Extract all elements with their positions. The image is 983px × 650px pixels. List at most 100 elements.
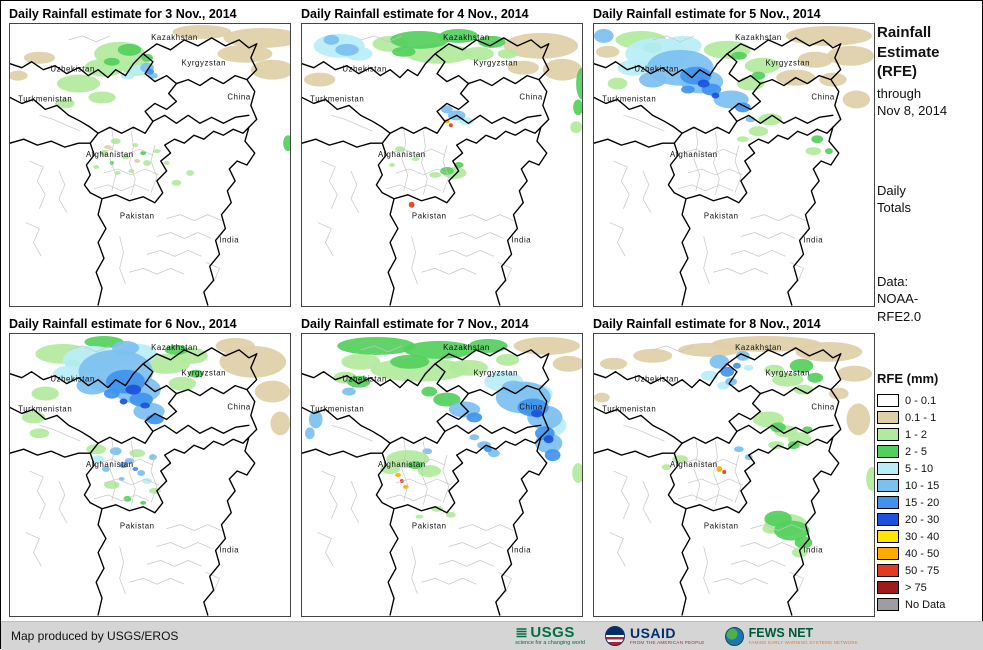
country-label: Uzbekistan bbox=[634, 375, 679, 384]
map-panel-nov6: Daily Rainfall estimate for 6 Nov., 2014… bbox=[9, 315, 292, 617]
country-label: Pakistan bbox=[704, 522, 739, 531]
country-label: China bbox=[519, 402, 542, 411]
legend-swatch bbox=[877, 428, 899, 442]
usgs-bars-icon: ≣ bbox=[515, 624, 529, 642]
legend-item: 0 - 0.1 bbox=[877, 392, 979, 409]
country-label: Turkmenistan bbox=[18, 94, 72, 103]
legend-title: RFE (mm) bbox=[877, 371, 939, 387]
country-label: Pakistan bbox=[120, 212, 155, 221]
legend-label: 0.1 - 1 bbox=[905, 411, 937, 424]
map-panel-nov7: Daily Rainfall estimate for 7 Nov., 2014… bbox=[301, 315, 584, 617]
legend-label: 20 - 30 bbox=[905, 513, 940, 526]
legend-item: No Data bbox=[877, 596, 979, 613]
footer: Map produced by USGS/EROS ≣ USGS science … bbox=[1, 621, 983, 650]
legend-item: 30 - 40 bbox=[877, 528, 979, 545]
usgs-tagline: science for a changing world bbox=[515, 640, 585, 647]
country-label: India bbox=[219, 235, 239, 244]
footer-logos: ≣ USGS science for a changing world USAID… bbox=[515, 625, 858, 647]
legend-label: 0 - 0.1 bbox=[905, 394, 937, 407]
panel-title: Daily Rainfall estimate for 4 Nov., 2014 bbox=[301, 7, 529, 21]
legend-swatch bbox=[877, 581, 899, 595]
legend-item: 20 - 30 bbox=[877, 511, 979, 528]
country-label: India bbox=[511, 545, 531, 554]
country-label: Pakistan bbox=[412, 212, 447, 221]
country-label: Uzbekistan bbox=[342, 375, 387, 384]
legend: RFE (mm) 0 - 0.1 0.1 - 1 1 - 2 2 - 5 5 - 10 1… bbox=[877, 371, 979, 613]
country-label: Pakistan bbox=[412, 522, 447, 531]
panel-title: Daily Rainfall estimate for 6 Nov., 2014 bbox=[9, 317, 237, 331]
legend-swatch bbox=[877, 479, 899, 493]
legend-swatch bbox=[877, 513, 899, 527]
legend-label: 2 - 5 bbox=[905, 445, 928, 458]
legend-swatch bbox=[877, 598, 899, 612]
country-label: China bbox=[227, 402, 250, 411]
country-label: Afghanistan bbox=[670, 460, 718, 469]
country-label: India bbox=[219, 545, 239, 554]
sidebar-daily-totals: Daily Totals bbox=[877, 182, 911, 216]
usgs-logo: ≣ USGS science for a changing world bbox=[515, 625, 585, 647]
country-label: Kyrgyzstan bbox=[182, 59, 227, 68]
country-label: Turkmenistan bbox=[602, 94, 656, 103]
legend-swatch bbox=[877, 547, 899, 561]
country-label: Kazakhstan bbox=[735, 343, 782, 352]
rainfall-map-nov7: Kazakhstan Uzbekistan Kyrgyzstan Turkmenist… bbox=[301, 333, 583, 617]
fewsnet-logo-text: FEWS NET bbox=[748, 626, 814, 640]
country-label: Afghanistan bbox=[86, 460, 134, 469]
legend-label: 40 - 50 bbox=[905, 547, 940, 560]
panel-title: Daily Rainfall estimate for 8 Nov., 2014 bbox=[593, 317, 821, 331]
rainfall-map-nov3: Kazakhstan Uzbekistan Kyrgyzstan Turkmenist… bbox=[9, 23, 291, 307]
globe-icon bbox=[724, 626, 744, 646]
legend-swatch bbox=[877, 496, 899, 510]
map-credit: Map produced by USGS/EROS bbox=[11, 629, 179, 643]
country-label: Turkmenistan bbox=[602, 404, 656, 413]
map-panel-nov4: Daily Rainfall estimate for 4 Nov., 2014… bbox=[301, 5, 584, 307]
legend-item: 40 - 50 bbox=[877, 545, 979, 562]
country-label: India bbox=[511, 235, 531, 244]
country-label: Afghanistan bbox=[378, 150, 426, 159]
country-label: Uzbekistan bbox=[50, 65, 95, 74]
country-label: Afghanistan bbox=[378, 460, 426, 469]
usaid-seal-icon bbox=[604, 626, 625, 646]
country-label: Uzbekistan bbox=[634, 65, 679, 74]
legend-item: 2 - 5 bbox=[877, 443, 979, 460]
country-label: Afghanistan bbox=[86, 150, 134, 159]
country-label: China bbox=[811, 402, 834, 411]
legend-label: 5 - 10 bbox=[905, 462, 934, 475]
fewsnet-logo: FEWS NET FAMINE EARLY WARNING SYSTEMS NE… bbox=[724, 626, 858, 646]
legend-label: 1 - 2 bbox=[905, 428, 928, 441]
country-label: Pakistan bbox=[120, 522, 155, 531]
country-label: India bbox=[803, 235, 823, 244]
country-label: Afghanistan bbox=[670, 150, 718, 159]
legend-item: 0.1 - 1 bbox=[877, 409, 979, 426]
country-label: Kyrgyzstan bbox=[474, 369, 519, 378]
rainfall-map-nov8: Kazakhstan Uzbekistan Kyrgyzstan Turkmenist… bbox=[593, 333, 875, 617]
legend-label: > 75 bbox=[905, 581, 927, 594]
map-panel-nov3: Daily Rainfall estimate for 3 Nov., 2014… bbox=[9, 5, 292, 307]
legend-item: > 75 bbox=[877, 579, 979, 596]
fewsnet-tagline: FAMINE EARLY WARNING SYSTEMS NETWORK bbox=[748, 639, 858, 645]
country-label: China bbox=[227, 92, 250, 101]
country-label: Kazakhstan bbox=[443, 343, 490, 352]
country-label: Uzbekistan bbox=[342, 65, 387, 74]
map-panel-nov8: Daily Rainfall estimate for 8 Nov., 2014… bbox=[593, 315, 876, 617]
country-label: China bbox=[811, 92, 834, 101]
usaid-tagline: FROM THE AMERICAN PEOPLE bbox=[629, 640, 705, 646]
legend-swatch bbox=[877, 411, 899, 425]
rainfall-map-nov4: Kazakhstan Uzbekistan Kyrgyzstan Turkmenist… bbox=[301, 23, 583, 307]
usgs-logo-text: USGS bbox=[530, 624, 575, 642]
map-panel-nov5: Daily Rainfall estimate for 5 Nov., 2014… bbox=[593, 5, 876, 307]
country-label: Kazakhstan bbox=[151, 343, 198, 352]
country-label: Turkmenistan bbox=[310, 94, 364, 103]
legend-swatch bbox=[877, 445, 899, 459]
legend-label: 10 - 15 bbox=[905, 479, 940, 492]
rainfall-map-nov5: Kazakhstan Uzbekistan Kyrgyzstan Turkmenist… bbox=[593, 23, 875, 307]
legend-item: 15 - 20 bbox=[877, 494, 979, 511]
legend-items: 0 - 0.1 0.1 - 1 1 - 2 2 - 5 5 - 10 10 - 15 15 … bbox=[877, 392, 979, 613]
sidebar-through-date: through Nov 8, 2014 bbox=[877, 85, 948, 119]
country-label: Kazakhstan bbox=[443, 33, 490, 42]
legend-swatch bbox=[877, 394, 899, 408]
legend-label: 30 - 40 bbox=[905, 530, 940, 543]
country-label: Turkmenistan bbox=[310, 404, 364, 413]
country-label: Kyrgyzstan bbox=[474, 59, 519, 68]
sidebar-data-source: Data: NOAA- RFE2.0 bbox=[877, 273, 922, 324]
